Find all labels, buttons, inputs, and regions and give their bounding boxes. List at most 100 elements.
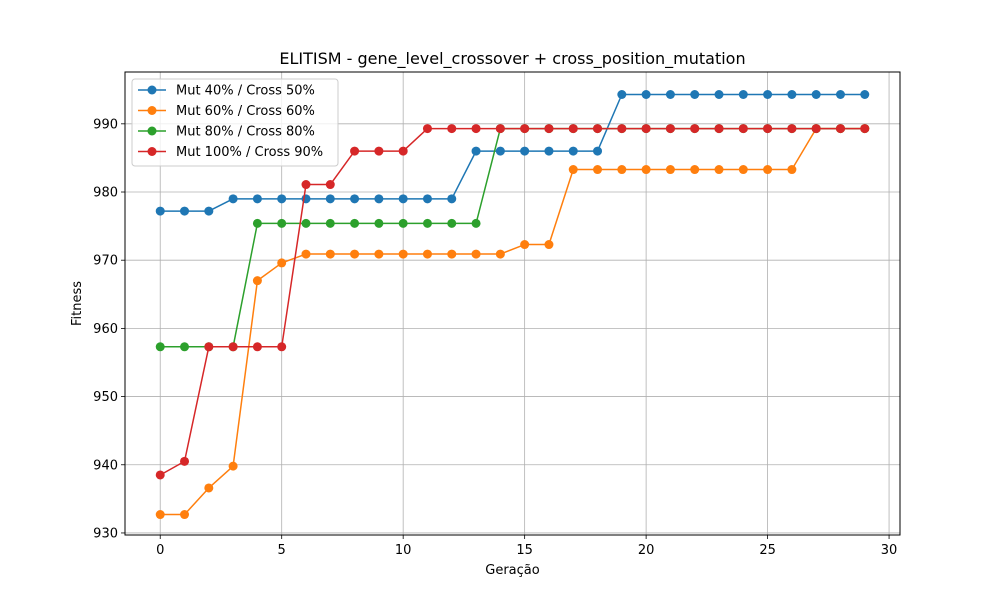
data-point [544, 146, 554, 156]
data-point [714, 90, 724, 100]
x-axis-label: Geração [485, 563, 539, 578]
data-point [422, 124, 432, 134]
data-point [617, 124, 627, 134]
data-point [422, 218, 432, 228]
data-point [180, 342, 190, 352]
legend-label: Mut 60% / Cross 60% [176, 104, 315, 119]
data-point [787, 124, 797, 134]
data-point [860, 90, 870, 100]
data-point [350, 249, 360, 259]
data-point [593, 146, 603, 156]
data-point [641, 165, 651, 175]
data-point [763, 90, 773, 100]
y-tick-label: 970 [93, 254, 118, 269]
legend-box [131, 78, 339, 167]
axis-ticks: 0 5 10 15 20 25 30 930 940 950 960 970 980 990 [93, 117, 897, 558]
y-axis-label: Fitness [70, 281, 85, 326]
data-point [738, 90, 748, 100]
y-tick-label: 960 [93, 322, 118, 337]
data-point [252, 218, 262, 228]
data-point [228, 461, 238, 471]
data-point [252, 194, 262, 204]
data-point [350, 146, 360, 156]
legend-marker [147, 126, 157, 136]
data-point [350, 218, 360, 228]
data-point [471, 249, 481, 259]
data-point [763, 124, 773, 134]
data-point [228, 194, 238, 204]
x-tick-label: 25 [759, 543, 776, 558]
data-point [398, 218, 408, 228]
data-point [641, 90, 651, 100]
data-point [714, 165, 724, 175]
data-point [277, 258, 287, 268]
data-point [350, 194, 360, 204]
legend-entry: Mut 100% / Cross 90% [138, 145, 323, 160]
data-point [641, 124, 651, 134]
legend-entry: Mut 80% / Cross 80% [138, 125, 315, 140]
data-point [690, 90, 700, 100]
data-point [738, 124, 748, 134]
data-point [568, 124, 578, 134]
data-point [447, 218, 457, 228]
data-point [447, 249, 457, 259]
data-point [568, 146, 578, 156]
data-point [690, 165, 700, 175]
legend-label: Mut 80% / Cross 80% [176, 125, 315, 140]
data-point [471, 218, 481, 228]
data-point [398, 194, 408, 204]
data-point [398, 249, 408, 259]
data-point [544, 124, 554, 134]
data-point [520, 146, 530, 156]
data-point [204, 342, 214, 352]
data-point [860, 124, 870, 134]
data-point [568, 165, 578, 175]
data-point [665, 124, 675, 134]
data-point [787, 165, 797, 175]
data-point [374, 249, 384, 259]
data-point [447, 124, 457, 134]
data-point [155, 206, 165, 216]
x-tick-label: 20 [638, 543, 655, 558]
data-point [228, 342, 238, 352]
data-point [495, 146, 505, 156]
data-point [835, 90, 845, 100]
plot-frame [124, 71, 901, 536]
legend-entry: Mut 60% / Cross 60% [138, 104, 315, 119]
legend-label: Mut 40% / Cross 50% [176, 84, 315, 99]
series-group [155, 90, 870, 520]
data-point [180, 510, 190, 520]
x-tick-label: 5 [278, 543, 286, 558]
data-point [690, 124, 700, 134]
data-point [665, 90, 675, 100]
data-point [180, 456, 190, 466]
series-2 [155, 124, 870, 520]
y-tick-label: 990 [93, 117, 118, 132]
data-point [495, 249, 505, 259]
data-point [665, 165, 675, 175]
series-1 [155, 90, 870, 216]
data-point [422, 249, 432, 259]
data-point [471, 146, 481, 156]
legend-label: Mut 100% / Cross 90% [176, 145, 323, 160]
data-point [277, 342, 287, 352]
legend-entry: Mut 40% / Cross 50% [138, 84, 315, 99]
data-point [617, 165, 627, 175]
data-point [495, 124, 505, 134]
y-tick-label: 950 [93, 390, 118, 405]
data-point [811, 124, 821, 134]
data-point [180, 206, 190, 216]
x-tick-label: 10 [395, 543, 412, 558]
data-point [325, 194, 335, 204]
data-point [617, 90, 627, 100]
data-point [374, 146, 384, 156]
data-point [787, 90, 797, 100]
data-point [471, 124, 481, 134]
data-point [520, 240, 530, 250]
y-tick-label: 930 [93, 526, 118, 541]
data-point [252, 276, 262, 286]
data-point [520, 124, 530, 134]
data-point [155, 342, 165, 352]
